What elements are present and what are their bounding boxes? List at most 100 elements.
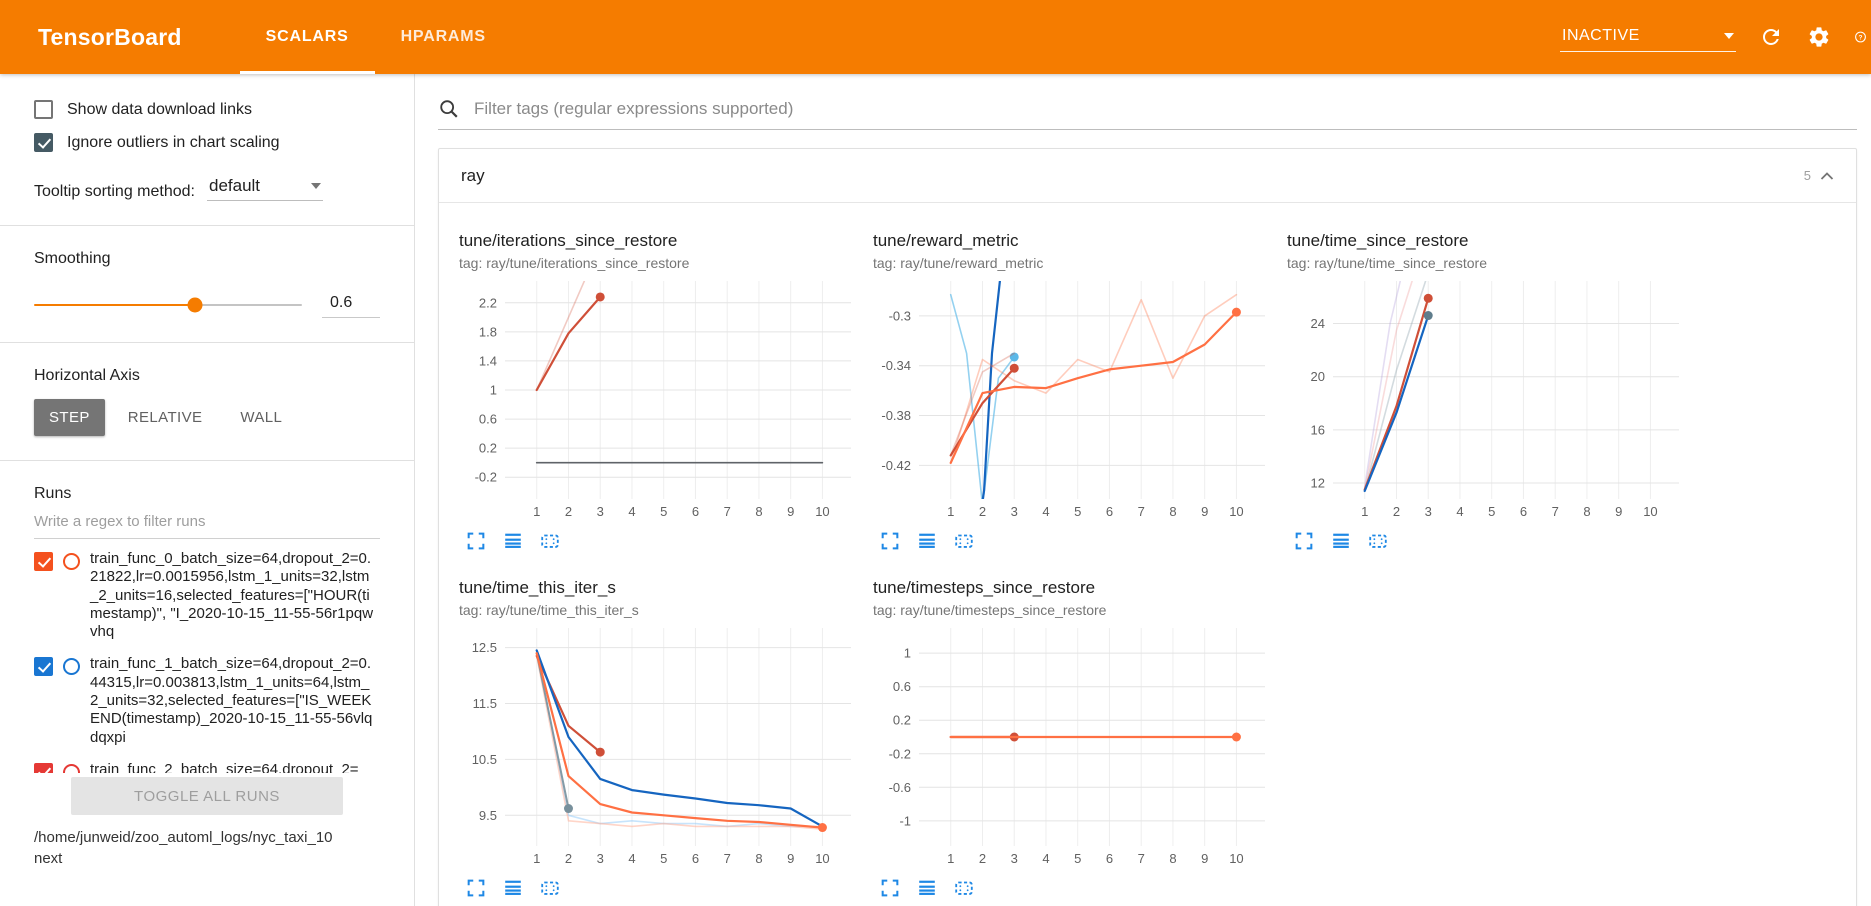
chart-tile: tune/time_since_restore tag: ray/tune/ti…	[1287, 231, 1687, 552]
axis-option-wall[interactable]: WALL	[225, 399, 297, 436]
run-radio-icon[interactable]	[63, 553, 80, 570]
log-scale-icon[interactable]	[502, 877, 524, 899]
chart-title: tune/iterations_since_restore	[459, 231, 678, 250]
svg-text:-0.6: -0.6	[889, 780, 911, 795]
setting-checkbox-0[interactable]: Show data download links	[34, 100, 380, 119]
svg-text:-0.42: -0.42	[881, 458, 911, 473]
log-scale-icon[interactable]	[1330, 530, 1352, 552]
smoothing-row: 0.6	[34, 292, 380, 318]
svg-text:3: 3	[597, 504, 604, 519]
svg-text:6: 6	[692, 851, 699, 866]
log-scale-icon[interactable]	[502, 530, 524, 552]
svg-text:20: 20	[1311, 369, 1325, 384]
chart-actions	[1287, 530, 1687, 552]
svg-text:-1: -1	[899, 813, 911, 828]
line-chart[interactable]: 1 2 3 4 5 6 7 8 9 10 9.5 10.5 11.5 12.5	[459, 622, 859, 872]
slider-thumb[interactable]	[187, 297, 203, 313]
fit-domain-icon[interactable]	[539, 877, 561, 899]
run-checkbox-icon[interactable]	[34, 762, 53, 773]
runs-filter-input[interactable]	[34, 503, 380, 539]
setting-checkbox-1[interactable]: Ignore outliers in chart scaling	[34, 133, 380, 152]
svg-text:10: 10	[1229, 504, 1243, 519]
axis-option-relative[interactable]: RELATIVE	[113, 399, 218, 436]
status-select[interactable]: INACTIVE	[1560, 22, 1736, 52]
chevron-up-icon[interactable]	[1820, 171, 1834, 181]
svg-text:10: 10	[815, 851, 829, 866]
log-directory-path: /home/junweid/zoo_automl_logs/nyc_taxi_1…	[34, 829, 333, 867]
svg-text:1: 1	[490, 383, 497, 398]
svg-text:9: 9	[1615, 504, 1622, 519]
expand-chart-icon[interactable]	[879, 877, 901, 899]
tab-scalars[interactable]: SCALARS	[239, 0, 375, 74]
settings-gear-icon[interactable]	[1806, 24, 1832, 50]
chart-actions	[459, 530, 859, 552]
status-select-value: INACTIVE	[1562, 27, 1640, 44]
runs-list[interactable]: train_func_0_batch_size=64,dropout_2=0.2…	[34, 541, 380, 773]
run-checkbox-icon[interactable]	[34, 552, 53, 571]
log-scale-icon[interactable]	[916, 877, 938, 899]
fit-domain-icon[interactable]	[953, 530, 975, 552]
svg-text:6: 6	[1106, 851, 1113, 866]
smoothing-value[interactable]: 0.6	[322, 292, 380, 318]
chart-title: tune/time_this_iter_s	[459, 578, 616, 597]
expand-chart-icon[interactable]	[879, 530, 901, 552]
divider	[0, 225, 414, 226]
svg-text:1: 1	[533, 851, 540, 866]
run-item[interactable]: train_func_2_batch_size=64,dropout_2=	[34, 752, 380, 773]
refresh-icon[interactable]	[1758, 24, 1784, 50]
expand-chart-icon[interactable]	[465, 877, 487, 899]
tooltip-sorting-label: Tooltip sorting method:	[34, 183, 195, 200]
fit-domain-icon[interactable]	[953, 877, 975, 899]
run-checkbox-icon[interactable]	[34, 657, 53, 677]
runs-label: Runs	[34, 485, 72, 502]
category-name: ray	[461, 165, 485, 185]
svg-text:10: 10	[1643, 504, 1657, 519]
svg-text:-0.3: -0.3	[889, 308, 911, 323]
svg-text:8: 8	[1169, 504, 1176, 519]
smoothing-slider[interactable]	[34, 297, 302, 313]
expand-chart-icon[interactable]	[465, 530, 487, 552]
line-chart[interactable]: 1 2 3 4 5 6 7 8 9 10 -1 -0.6 -0.2 0.2 0.6 1	[873, 622, 1273, 872]
tooltip-sorting-select[interactable]: default	[206, 174, 323, 201]
svg-text:7: 7	[724, 504, 731, 519]
fit-domain-icon[interactable]	[1367, 530, 1389, 552]
svg-text:8: 8	[755, 851, 762, 866]
tooltip-sorting-value: default	[208, 176, 261, 195]
svg-text:4: 4	[1456, 504, 1463, 519]
tab-hparams[interactable]: HPARAMS	[400, 28, 486, 45]
svg-text:6: 6	[1106, 504, 1113, 519]
svg-text:3: 3	[597, 851, 604, 866]
run-item[interactable]: train_func_1_batch_size=64,dropout_2=0.4…	[34, 646, 380, 751]
unchecked-checkbox-icon[interactable]	[34, 100, 53, 119]
svg-text:8: 8	[1583, 504, 1590, 519]
expand-chart-icon[interactable]	[1293, 530, 1315, 552]
line-chart[interactable]: 1 2 3 4 5 6 7 8 9 10 -0.2 0.2 0.6 1 1.4 1.8 2.2	[459, 275, 859, 525]
svg-text:5: 5	[660, 504, 667, 519]
category-chart-count: 5	[1803, 168, 1811, 183]
category-header[interactable]: ray 5	[439, 149, 1856, 203]
log-scale-icon[interactable]	[916, 530, 938, 552]
svg-text:16: 16	[1311, 422, 1325, 437]
axis-option-step[interactable]: STEP	[34, 399, 105, 436]
svg-text:12: 12	[1311, 476, 1325, 491]
chart-title: tune/timesteps_since_restore	[873, 578, 1096, 597]
chart-title: tune/time_since_restore	[1287, 231, 1469, 250]
run-radio-icon[interactable]	[63, 763, 80, 773]
chart-title: tune/reward_metric	[873, 231, 1019, 250]
fit-domain-icon[interactable]	[539, 530, 561, 552]
help-icon[interactable]: ?	[1854, 24, 1867, 50]
svg-text:24: 24	[1311, 316, 1325, 331]
tag-filter-input[interactable]	[472, 98, 1857, 120]
svg-text:1.8: 1.8	[479, 324, 497, 339]
divider	[0, 460, 414, 461]
line-chart[interactable]: 1 2 3 4 5 6 7 8 9 10 -0.42 -0.38 -0.34 -0.3	[873, 275, 1273, 525]
svg-text:-0.38: -0.38	[881, 408, 911, 423]
checked-checkbox-icon[interactable]	[34, 133, 53, 152]
toggle-all-runs-button[interactable]: TOGGLE ALL RUNS	[71, 777, 343, 815]
svg-text:5: 5	[1488, 504, 1495, 519]
run-radio-icon[interactable]	[63, 658, 80, 676]
run-item[interactable]: train_func_0_batch_size=64,dropout_2=0.2…	[34, 541, 380, 646]
chart-tag: tag: ray/tune/time_since_restore	[1287, 255, 1487, 271]
checkbox-label: Ignore outliers in chart scaling	[67, 133, 280, 151]
